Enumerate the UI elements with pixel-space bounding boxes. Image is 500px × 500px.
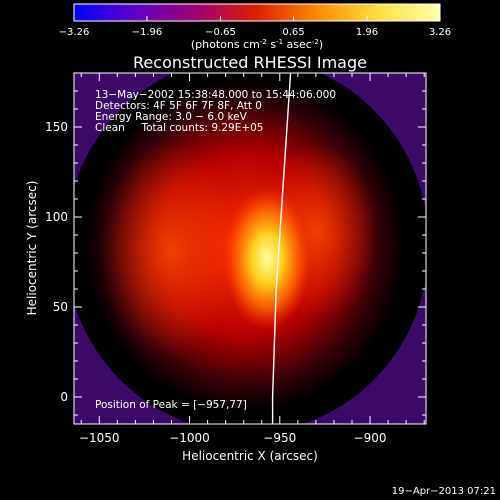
colorbar-units: (photons cm-2 s-1 asec-2)	[191, 38, 323, 51]
colorbar-tick-label: 0.65	[282, 27, 304, 38]
chart-title: Reconstructed RHESSI Image	[133, 53, 367, 72]
timestamp: 19−Apr−2013 07:21	[392, 486, 496, 497]
colorbar-tick-label: −3.26	[59, 27, 90, 38]
colorbar	[73, 3, 441, 22]
colorbar-tick-label: 1.96	[356, 27, 378, 38]
x-tick-label: −1000	[169, 431, 210, 445]
colorbar-tick-label: −0.65	[205, 27, 236, 38]
peak-hotspot	[223, 186, 312, 331]
y-tick-label: 150	[45, 120, 68, 134]
info-line-detectors: Detectors: 4F 5F 6F 7F 8F, Att 0	[95, 100, 262, 112]
x-tick-label: −950	[263, 431, 296, 445]
y-tick-label: 0	[60, 390, 68, 404]
plot-frame	[73, 72, 427, 425]
info-line-energy: Energy Range: 3.0 − 6.0 keV	[95, 111, 248, 123]
axis-ticks: −1050 −1000 −950 −900 0 50 100 150	[45, 72, 426, 445]
heatmap-image	[74, 73, 426, 424]
observation-info: 13−May−2002 15:38:48.000 to 15:44:06.000…	[95, 89, 336, 134]
colorbar-ticks: −3.26 −1.96 −0.65 0.65 1.96 3.26	[59, 16, 451, 38]
y-axis-label: Heliocentric Y (arcsec)	[25, 181, 39, 316]
x-tick-label: −900	[354, 431, 387, 445]
peak-position-label: Position of Peak = [−957,77]	[95, 399, 247, 411]
colorbar-tick-label: −1.96	[132, 27, 163, 38]
y-tick-label: 50	[53, 300, 68, 314]
info-line-clean: Clean Total counts: 9.29E+05	[95, 122, 264, 134]
x-tick-label: −1050	[79, 431, 120, 445]
x-axis-label: Heliocentric X (arcsec)	[182, 449, 318, 463]
y-tick-label: 100	[45, 210, 68, 224]
info-line-time: 13−May−2002 15:38:48.000 to 15:44:06.000	[95, 89, 336, 101]
solar-limb-line	[271, 73, 292, 424]
colorbar-tick-label: 3.26	[429, 27, 451, 38]
